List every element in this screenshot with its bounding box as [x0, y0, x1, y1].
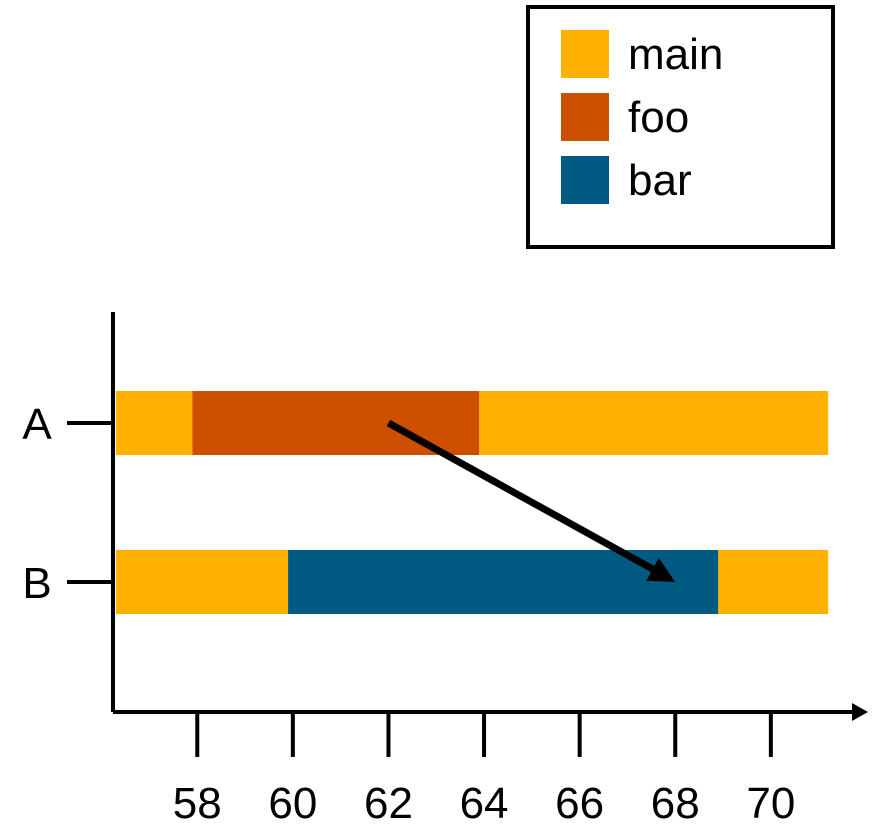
legend-label-foo: foo [628, 93, 689, 142]
legend-swatch-main [561, 30, 609, 78]
bar-a-main-segment [479, 391, 829, 455]
x-tick-label: 58 [173, 779, 222, 825]
x-tick-label: 68 [651, 779, 700, 825]
x-tick-label: 60 [268, 779, 317, 825]
bar-b-bar-segment [288, 550, 719, 614]
bar-b-main-segment [718, 550, 829, 614]
legend-swatch-bar [561, 156, 609, 204]
bar-a-main-segment [116, 391, 193, 455]
y-tick-label: B [22, 559, 51, 608]
x-tick-label: 70 [746, 779, 795, 825]
x-tick-label: 64 [460, 779, 509, 825]
legend-swatch-foo [561, 93, 609, 141]
plot-area: A B 58 60 62 64 66 68 70 [22, 312, 868, 825]
y-tick-label: A [22, 400, 52, 449]
annotation-arrow [386, 419, 668, 580]
legend: main foo bar [526, 5, 835, 249]
bar-a-foo-segment [192, 391, 480, 455]
legend-label-main: main [628, 30, 723, 79]
legend-label-bar: bar [628, 156, 692, 205]
x-axis-arrowhead [852, 703, 868, 721]
x-tick-label: 62 [364, 779, 413, 825]
x-tick-label: 66 [555, 779, 604, 825]
annotation-arrowhead [646, 558, 676, 582]
bar-b-main-segment [116, 550, 289, 614]
